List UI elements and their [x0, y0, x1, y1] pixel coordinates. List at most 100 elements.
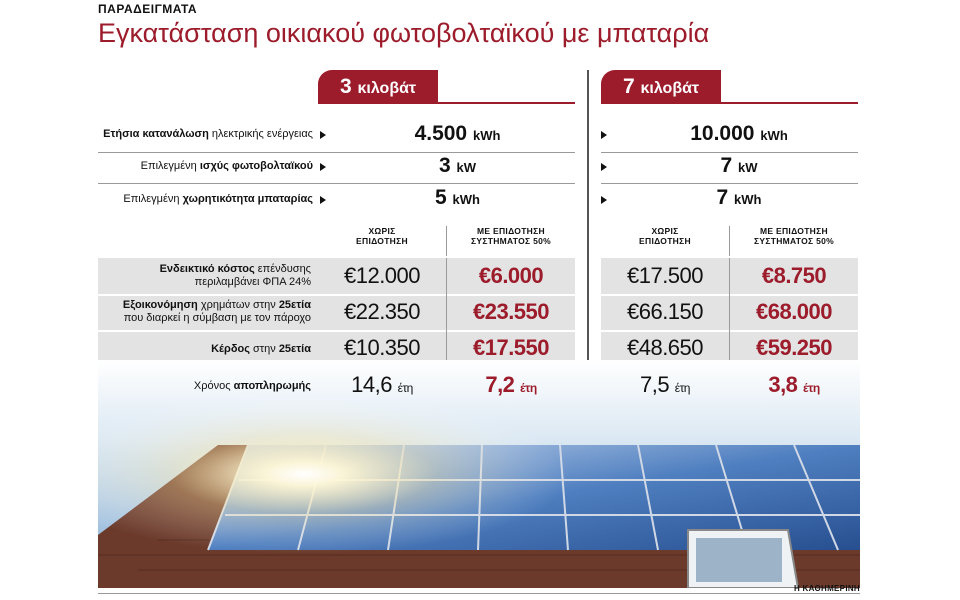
- label-pre: Επιλεγμένη: [140, 160, 200, 172]
- row-label-cost: Ενδεικτικό κόστος επένδυσης περιλαμβάνει…: [98, 263, 311, 289]
- payback-with-3kw: 7,2 έτη: [447, 372, 575, 398]
- label-rest: επένδυσης: [254, 263, 311, 275]
- column-rule: [318, 102, 575, 104]
- subhead-line: ΕΠΙΔΟΤΗΣΗ: [639, 236, 691, 246]
- value-number: 7,5: [640, 372, 670, 397]
- solar-roof-photo: [98, 360, 860, 588]
- cell-divider: [729, 226, 730, 256]
- value-unit: έτη: [674, 381, 691, 395]
- value-pv-power-3kw: 3 kW: [340, 154, 575, 178]
- value-battery-7kw: 7 kWh: [620, 186, 858, 210]
- subhead-line: ΧΩΡΙΣ: [368, 226, 396, 236]
- subhead-with-subsidy-7kw: ΜΕ ΕΠΙΔΟΤΗΣΗ ΣΥΣΤΗΜΑΤΟΣ 50%: [730, 226, 858, 246]
- row-divider: [98, 183, 575, 184]
- row-label-savings: Εξοικονόμηση χρημάτων στην 25ετία που δι…: [98, 299, 311, 325]
- row-background: [98, 296, 575, 330]
- subhead-with-subsidy-3kw: ΜΕ ΕΠΙΔΟΤΗΣΗ ΣΥΣΤΗΜΑΤΟΣ 50%: [447, 226, 575, 246]
- payback-without-7kw: 7,5 έτη: [601, 372, 729, 398]
- row-label-pv-power: Επιλεγμένη ισχύς φωτοβολταϊκού: [98, 160, 313, 173]
- savings-with-3kw: €23.550: [472, 299, 550, 324]
- label-bold: 25ετία: [278, 343, 311, 355]
- label-bold: ισχύς φωτοβολταϊκού: [199, 160, 313, 172]
- row-label-consumption: Ετήσια κατανάλωση ηλεκτρικής ενέργειας: [98, 128, 313, 141]
- row-background: [98, 258, 575, 294]
- value-number: 7: [716, 186, 729, 209]
- label-bold: Ενδεικτικό κόστος: [159, 263, 255, 275]
- cost-without-7kw: €17.500: [626, 263, 704, 288]
- cell-divider: [446, 258, 447, 408]
- payback-with-7kw: 3,8 έτη: [730, 372, 858, 398]
- payback-without-3kw: 14,6 έτη: [318, 372, 446, 398]
- row-divider: [601, 183, 858, 184]
- label-line2: που διαρκεί η σύμβαση με τον πάροχο: [123, 312, 311, 324]
- subhead-line: ΜΕ ΕΠΙΔΟΤΗΣΗ: [477, 226, 545, 236]
- row-background: [98, 332, 575, 364]
- arrow-icon: [320, 131, 326, 139]
- column-header-unit: κιλοβάτ: [640, 80, 700, 97]
- row-label-profit: Κέρδος στην 25ετία: [98, 343, 311, 356]
- kicker: ΠΑΡΑΔΕΙΓΜΑΤΑ: [98, 2, 198, 16]
- value-number: 3: [438, 154, 451, 177]
- row-divider: [98, 152, 575, 153]
- profit-without-7kw: €48.650: [626, 335, 704, 360]
- arrow-icon: [601, 163, 607, 171]
- value-number: 14,6: [351, 372, 392, 397]
- value-unit: kWh: [760, 128, 788, 143]
- cell-divider: [446, 226, 447, 256]
- value-unit: kW: [456, 160, 477, 175]
- arrow-icon: [320, 196, 326, 204]
- label-bold: Ετήσια κατανάλωση: [103, 128, 209, 140]
- value-consumption-7kw: 10.000 kWh: [620, 122, 858, 146]
- row-label-battery: Επιλεγμένη χωρητικότητα μπαταρίας: [98, 193, 313, 206]
- value-number: 7: [720, 154, 733, 177]
- subhead-line: ΕΠΙΔΟΤΗΣΗ: [356, 236, 408, 246]
- value-consumption-3kw: 4.500 kWh: [340, 122, 575, 146]
- column-header-7kw: 7 κιλοβάτ: [601, 70, 721, 104]
- value-unit: έτη: [520, 381, 537, 395]
- label-line2: περιλαμβάνει ΦΠΑ 24%: [194, 276, 311, 288]
- value-unit: kWh: [734, 192, 762, 207]
- arrow-icon: [320, 163, 326, 171]
- label-bold: Κέρδος: [211, 343, 250, 355]
- arrow-icon: [601, 131, 607, 139]
- column-header-unit: κιλοβάτ: [357, 80, 417, 97]
- page-title: Εγκατάσταση οικιακού φωτοβολταϊκού με μπ…: [98, 18, 710, 48]
- savings-with-7kw: €68.000: [755, 299, 833, 324]
- cost-with-7kw: €8.750: [761, 263, 827, 288]
- cell-divider: [729, 258, 730, 408]
- label-bold: αποπληρωμής: [233, 380, 311, 392]
- subhead-line: ΜΕ ΕΠΙΔΟΤΗΣΗ: [760, 226, 828, 236]
- subhead-line: ΧΩΡΙΣ: [651, 226, 679, 236]
- subhead-without-subsidy-7kw: ΧΩΡΙΣ ΕΠΙΔΟΤΗΣΗ: [601, 226, 729, 246]
- label-rest: χρημάτων στην: [197, 299, 279, 311]
- subhead-without-subsidy-3kw: ΧΩΡΙΣ ΕΠΙΔΟΤΗΣΗ: [318, 226, 446, 246]
- arrow-icon: [601, 196, 607, 204]
- label-rest: στην: [249, 343, 279, 355]
- profit-with-7kw: €59.250: [755, 335, 833, 360]
- column-divider: [587, 70, 589, 410]
- label-bold: χωρητικότητα μπαταρίας: [182, 193, 313, 205]
- value-number: 7,2: [485, 372, 515, 397]
- savings-without-3kw: €22.350: [343, 299, 421, 324]
- label-bold: Εξοικονόμηση: [122, 299, 198, 311]
- bottom-rule: [98, 593, 860, 594]
- value-number: 3,8: [768, 372, 798, 397]
- row-divider: [601, 152, 858, 153]
- label-pre: Χρόνος: [193, 380, 234, 392]
- value-unit: έτη: [397, 381, 414, 395]
- value-battery-3kw: 5 kWh: [340, 186, 575, 210]
- column-header-number: 3: [339, 75, 352, 98]
- cost-with-3kw: €6.000: [478, 263, 544, 288]
- value-unit: kWh: [452, 192, 480, 207]
- value-number: 10.000: [690, 122, 755, 145]
- value-number: 4.500: [414, 122, 468, 145]
- solar-roof-illustration: [98, 360, 860, 588]
- value-pv-power-7kw: 7 kW: [620, 154, 858, 178]
- cost-without-3kw: €12.000: [343, 263, 421, 288]
- subhead-line: ΣΥΣΤΗΜΑΤΟΣ 50%: [470, 236, 552, 246]
- value-unit: έτη: [803, 381, 820, 395]
- profit-without-3kw: €10.350: [343, 335, 421, 360]
- column-rule: [601, 102, 858, 104]
- profit-with-3kw: €17.550: [472, 335, 550, 360]
- subhead-line: ΣΥΣΤΗΜΑΤΟΣ 50%: [753, 236, 835, 246]
